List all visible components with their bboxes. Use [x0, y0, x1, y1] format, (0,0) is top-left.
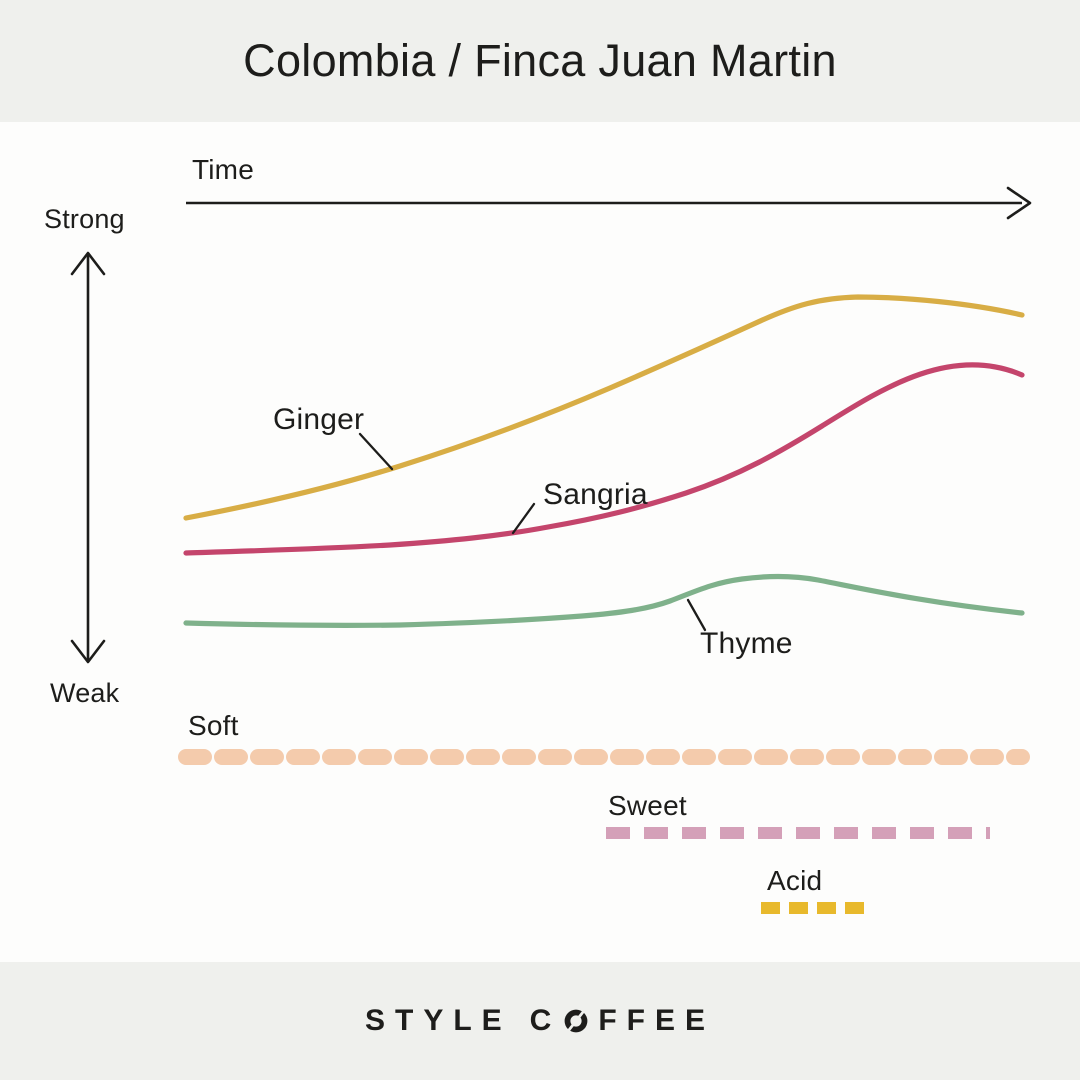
- plot-area: Strong Weak Time Ginger Sangria Thyme So…: [0, 122, 1080, 962]
- brand-text-ffee: FFEE: [598, 1004, 716, 1037]
- curves-layer: [183, 294, 1025, 628]
- axis-label-time: Time: [192, 154, 254, 185]
- band-label-soft: Soft: [188, 710, 239, 741]
- curve-sangria: [183, 362, 1025, 556]
- header-band: [0, 0, 1080, 122]
- brand-split-o-icon: [561, 1006, 591, 1036]
- attribute-bands-layer: [178, 749, 1030, 914]
- axis-label-strong: Strong: [44, 204, 125, 234]
- brand-text-style: STYLE: [364, 1004, 512, 1037]
- series-label-thyme: Thyme: [700, 627, 793, 660]
- intensity-axis-arrow: [70, 251, 106, 664]
- brand-logo: STYLE C FFEE: [0, 962, 1080, 1080]
- curve-ginger: [183, 294, 1025, 521]
- curve-thyme: [183, 573, 1025, 628]
- series-label-ginger: Ginger: [273, 403, 365, 436]
- axis-label-weak: Weak: [50, 678, 120, 708]
- axes-layer: [70, 186, 1032, 664]
- page-title: Colombia / Finca Juan Martin: [243, 35, 837, 86]
- leader-line-thyme: [686, 598, 707, 632]
- brand-text-c: C: [529, 1004, 562, 1037]
- leader-line-ginger: [358, 432, 394, 471]
- leader-line-sangria: [511, 502, 536, 535]
- series-label-sangria: Sangria: [543, 478, 648, 511]
- footer-band: [0, 962, 1080, 1080]
- leader-lines-layer: [358, 432, 707, 632]
- time-axis-arrow: [186, 186, 1032, 220]
- band-label-sweet: Sweet: [608, 790, 687, 821]
- band-label-acid: Acid: [767, 865, 823, 896]
